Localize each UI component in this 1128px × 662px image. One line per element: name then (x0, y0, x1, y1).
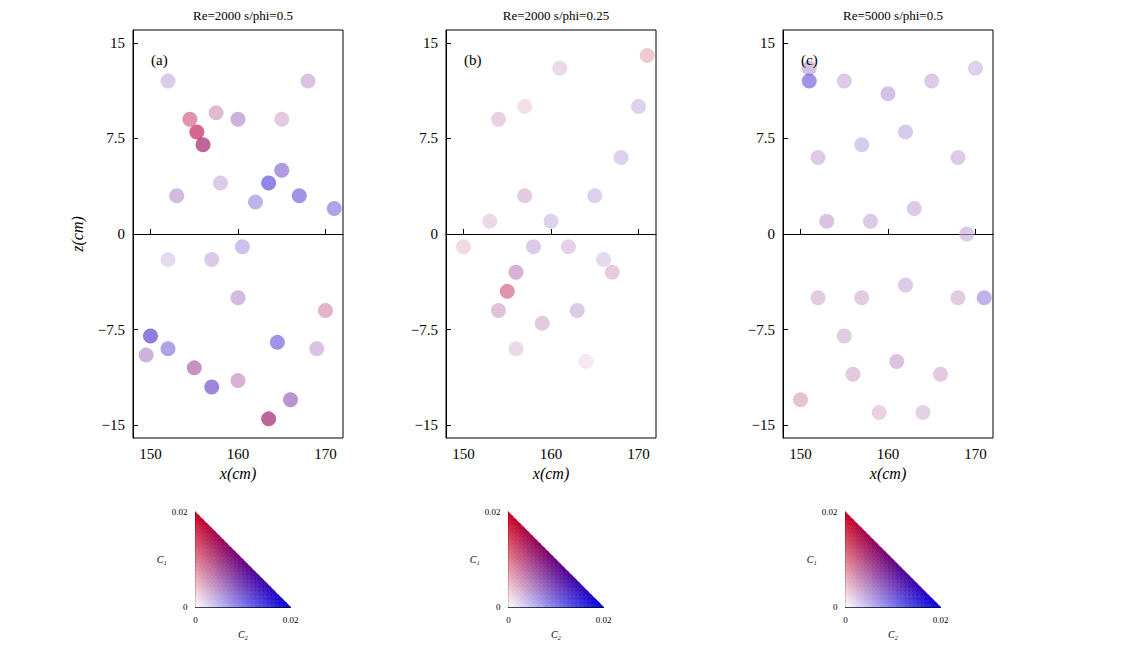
svg-text:C₁: C₁ (470, 554, 480, 565)
svg-text:15: 15 (110, 35, 125, 51)
svg-text:x(cm): x(cm) (869, 465, 906, 483)
svg-text:−7.5: −7.5 (411, 322, 438, 338)
svg-text:160: 160 (227, 446, 250, 462)
svg-text:x(cm): x(cm) (219, 465, 256, 483)
svg-text:0: 0 (183, 602, 188, 612)
svg-text:(c): (c) (801, 52, 818, 69)
svg-text:C₂: C₂ (238, 629, 249, 640)
svg-text:0.02: 0.02 (172, 507, 188, 517)
svg-text:(b): (b) (464, 52, 482, 69)
svg-text:0: 0 (768, 226, 776, 242)
svg-text:x(cm): x(cm) (532, 465, 569, 483)
svg-text:150: 150 (139, 446, 162, 462)
svg-text:160: 160 (877, 446, 900, 462)
svg-text:(a): (a) (151, 52, 168, 69)
svg-text:C₂: C₂ (551, 629, 562, 640)
svg-text:−15: −15 (752, 417, 775, 433)
svg-text:0: 0 (496, 602, 501, 612)
svg-text:−7.5: −7.5 (98, 322, 125, 338)
svg-text:0: 0 (193, 615, 198, 625)
svg-text:0.02: 0.02 (283, 615, 299, 625)
svg-text:0: 0 (506, 615, 511, 625)
svg-text:0: 0 (118, 226, 126, 242)
svg-text:Re=2000 s/phi=0.5: Re=2000 s/phi=0.5 (193, 8, 293, 23)
svg-text:0.02: 0.02 (933, 615, 949, 625)
svg-text:170: 170 (314, 446, 337, 462)
svg-text:Re=5000 s/phi=0.5: Re=5000 s/phi=0.5 (843, 8, 943, 23)
svg-text:0.02: 0.02 (596, 615, 612, 625)
svg-text:170: 170 (964, 446, 987, 462)
svg-text:−7.5: −7.5 (748, 322, 775, 338)
svg-text:0: 0 (431, 226, 439, 242)
svg-text:Re=2000 s/phi=0.25: Re=2000 s/phi=0.25 (503, 8, 609, 23)
svg-text:−15: −15 (102, 417, 125, 433)
svg-text:0.02: 0.02 (485, 507, 501, 517)
svg-text:150: 150 (789, 446, 812, 462)
svg-text:C₂: C₂ (888, 629, 899, 640)
svg-text:0: 0 (843, 615, 848, 625)
svg-text:150: 150 (452, 446, 475, 462)
svg-text:170: 170 (627, 446, 650, 462)
svg-text:7.5: 7.5 (756, 130, 775, 146)
svg-text:160: 160 (540, 446, 563, 462)
svg-text:15: 15 (423, 35, 438, 51)
svg-text:0.02: 0.02 (822, 507, 838, 517)
svg-text:C₁: C₁ (157, 554, 167, 565)
svg-text:15: 15 (760, 35, 775, 51)
svg-text:0: 0 (833, 602, 838, 612)
svg-text:7.5: 7.5 (106, 130, 125, 146)
svg-text:C₁: C₁ (807, 554, 817, 565)
svg-text:7.5: 7.5 (419, 130, 438, 146)
svg-text:z(cm): z(cm) (69, 216, 87, 253)
svg-text:−15: −15 (415, 417, 438, 433)
